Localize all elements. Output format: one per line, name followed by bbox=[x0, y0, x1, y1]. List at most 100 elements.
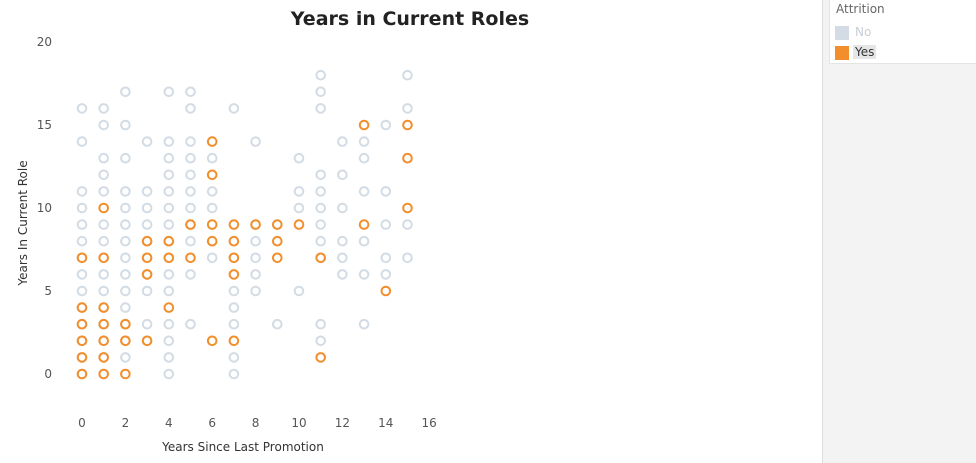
data-point-no[interactable] bbox=[120, 285, 131, 297]
data-point-no[interactable] bbox=[402, 69, 413, 81]
data-point-yes[interactable] bbox=[272, 252, 283, 264]
data-point-no[interactable] bbox=[185, 86, 196, 98]
data-point-no[interactable] bbox=[402, 103, 413, 114]
data-point-no[interactable] bbox=[250, 235, 261, 247]
data-point-no[interactable] bbox=[228, 318, 240, 330]
data-point-no[interactable] bbox=[315, 86, 327, 98]
data-point-no[interactable] bbox=[293, 202, 305, 214]
data-point-no[interactable] bbox=[76, 136, 88, 147]
data-point-no[interactable] bbox=[315, 186, 327, 197]
data-point-no[interactable] bbox=[163, 285, 175, 297]
data-point-no[interactable] bbox=[185, 136, 196, 147]
data-point-no[interactable] bbox=[120, 302, 131, 313]
data-point-no[interactable] bbox=[76, 235, 88, 247]
data-point-yes[interactable] bbox=[98, 318, 109, 330]
data-point-no[interactable] bbox=[185, 169, 196, 181]
data-point-no[interactable] bbox=[185, 202, 196, 214]
data-point-yes[interactable] bbox=[98, 352, 109, 363]
data-point-no[interactable] bbox=[120, 119, 131, 131]
data-point-yes[interactable] bbox=[98, 368, 109, 380]
data-point-no[interactable] bbox=[380, 219, 392, 230]
data-point-no[interactable] bbox=[141, 202, 153, 214]
data-point-yes[interactable] bbox=[76, 368, 88, 380]
data-point-yes[interactable] bbox=[98, 335, 109, 347]
data-point-yes[interactable] bbox=[120, 335, 131, 347]
data-point-yes[interactable] bbox=[141, 235, 153, 247]
data-point-no[interactable] bbox=[206, 152, 218, 164]
data-point-no[interactable] bbox=[380, 269, 392, 280]
data-point-yes[interactable] bbox=[163, 235, 175, 247]
data-point-no[interactable] bbox=[358, 318, 370, 330]
data-point-yes[interactable] bbox=[402, 202, 413, 214]
data-point-no[interactable] bbox=[120, 186, 131, 197]
data-point-yes[interactable] bbox=[206, 335, 218, 347]
data-point-no[interactable] bbox=[163, 202, 175, 214]
data-point-no[interactable] bbox=[380, 252, 392, 264]
data-point-no[interactable] bbox=[120, 202, 131, 214]
data-point-no[interactable] bbox=[358, 269, 370, 280]
data-point-no[interactable] bbox=[206, 202, 218, 214]
data-point-no[interactable] bbox=[358, 152, 370, 164]
legend-item-yes[interactable]: Yes bbox=[833, 44, 971, 62]
data-point-no[interactable] bbox=[163, 136, 175, 147]
data-point-no[interactable] bbox=[380, 119, 392, 131]
data-point-no[interactable] bbox=[98, 186, 109, 197]
data-point-no[interactable] bbox=[98, 235, 109, 247]
data-point-no[interactable] bbox=[315, 335, 327, 347]
data-point-no[interactable] bbox=[120, 152, 131, 164]
data-point-yes[interactable] bbox=[272, 235, 283, 247]
data-point-no[interactable] bbox=[315, 169, 327, 181]
data-point-no[interactable] bbox=[141, 219, 153, 230]
data-point-no[interactable] bbox=[206, 252, 218, 264]
data-point-no[interactable] bbox=[98, 152, 109, 164]
data-point-no[interactable] bbox=[98, 269, 109, 280]
data-point-yes[interactable] bbox=[228, 269, 240, 280]
data-point-no[interactable] bbox=[76, 285, 88, 297]
data-point-yes[interactable] bbox=[163, 302, 175, 313]
data-point-yes[interactable] bbox=[76, 252, 88, 264]
data-point-no[interactable] bbox=[120, 86, 131, 98]
data-point-no[interactable] bbox=[185, 269, 196, 280]
data-point-no[interactable] bbox=[315, 219, 327, 230]
data-point-yes[interactable] bbox=[293, 219, 305, 230]
data-point-yes[interactable] bbox=[228, 252, 240, 264]
data-point-no[interactable] bbox=[120, 219, 131, 230]
data-point-no[interactable] bbox=[228, 103, 240, 114]
data-point-no[interactable] bbox=[337, 235, 348, 247]
data-point-no[interactable] bbox=[380, 186, 392, 197]
data-point-no[interactable] bbox=[76, 186, 88, 197]
data-point-yes[interactable] bbox=[402, 119, 413, 131]
data-point-no[interactable] bbox=[337, 169, 348, 181]
data-point-no[interactable] bbox=[163, 368, 175, 380]
data-point-no[interactable] bbox=[402, 219, 413, 230]
data-point-no[interactable] bbox=[228, 285, 240, 297]
data-point-no[interactable] bbox=[337, 252, 348, 264]
data-point-yes[interactable] bbox=[228, 235, 240, 247]
data-point-no[interactable] bbox=[315, 318, 327, 330]
data-point-no[interactable] bbox=[206, 186, 218, 197]
data-point-yes[interactable] bbox=[228, 219, 240, 230]
data-point-no[interactable] bbox=[185, 103, 196, 114]
data-point-no[interactable] bbox=[228, 302, 240, 313]
data-point-no[interactable] bbox=[163, 335, 175, 347]
data-point-no[interactable] bbox=[76, 103, 88, 114]
data-point-yes[interactable] bbox=[120, 318, 131, 330]
data-point-yes[interactable] bbox=[185, 219, 196, 230]
data-point-yes[interactable] bbox=[206, 136, 218, 147]
data-point-no[interactable] bbox=[358, 235, 370, 247]
data-point-no[interactable] bbox=[120, 252, 131, 264]
data-point-no[interactable] bbox=[120, 352, 131, 363]
data-point-no[interactable] bbox=[228, 352, 240, 363]
data-point-yes[interactable] bbox=[120, 368, 131, 380]
data-point-yes[interactable] bbox=[206, 169, 218, 181]
data-point-yes[interactable] bbox=[141, 335, 153, 347]
data-point-no[interactable] bbox=[315, 202, 327, 214]
data-point-no[interactable] bbox=[293, 285, 305, 297]
data-point-no[interactable] bbox=[315, 235, 327, 247]
data-point-no[interactable] bbox=[337, 136, 348, 147]
data-point-no[interactable] bbox=[250, 285, 261, 297]
data-point-no[interactable] bbox=[293, 186, 305, 197]
data-point-no[interactable] bbox=[76, 269, 88, 280]
data-point-yes[interactable] bbox=[163, 252, 175, 264]
data-point-yes[interactable] bbox=[76, 335, 88, 347]
